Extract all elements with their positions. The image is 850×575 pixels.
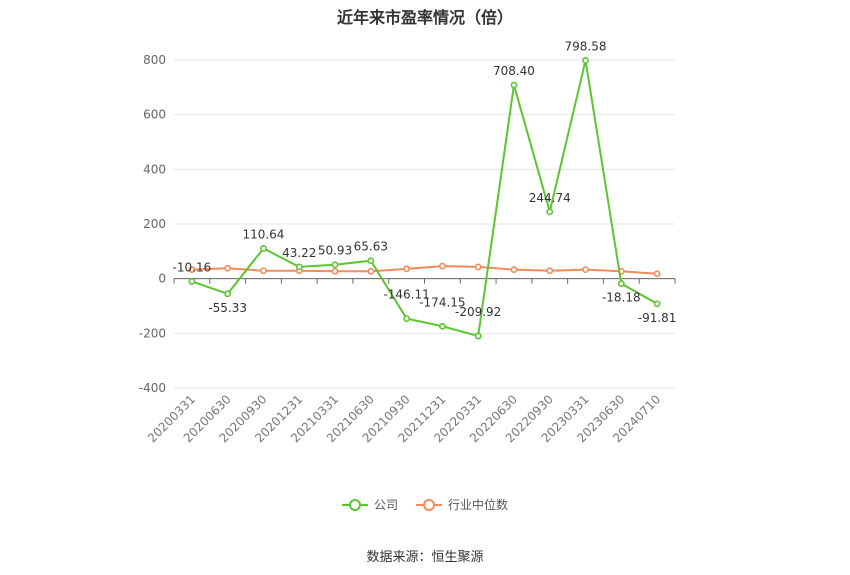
legend-item-industry-median[interactable]: 行业中位数 xyxy=(416,496,508,513)
point-company xyxy=(510,81,518,89)
point-company xyxy=(367,257,375,265)
data-label: -174.15 xyxy=(419,295,465,309)
data-label: 708.40 xyxy=(493,64,535,78)
data-label: 244.74 xyxy=(529,191,571,205)
point-industry-median xyxy=(582,266,589,274)
point-company xyxy=(546,208,554,216)
data-label: 50.93 xyxy=(318,244,352,258)
point-industry-median xyxy=(546,267,554,275)
point-company xyxy=(653,300,661,308)
series-line-company xyxy=(191,60,658,338)
data-label: -209.92 xyxy=(455,305,501,319)
point-industry-median xyxy=(367,267,375,275)
data-label: -91.81 xyxy=(638,311,677,325)
data-label: 65.63 xyxy=(354,240,388,254)
point-industry-median xyxy=(331,267,339,275)
point-company xyxy=(403,315,411,323)
point-company xyxy=(331,261,339,269)
point-industry-median xyxy=(260,267,267,275)
y-tick-label: 800 xyxy=(143,53,166,67)
legend-swatch-company xyxy=(341,498,368,512)
y-tick-label: -200 xyxy=(139,326,166,340)
chart-title: 近年来市盈率情况（倍） xyxy=(336,8,513,27)
data-label: -146.11 xyxy=(383,288,429,302)
point-industry-median xyxy=(403,265,411,273)
y-tick-label: 400 xyxy=(143,162,166,176)
legend: 公司 行业中位数 xyxy=(0,496,850,513)
point-industry-median xyxy=(510,266,518,274)
series-line-industry-median xyxy=(191,265,658,275)
point-company xyxy=(582,56,589,64)
point-company xyxy=(188,278,196,285)
data-label: 43.22 xyxy=(282,246,316,260)
y-tick-label: 200 xyxy=(143,217,166,231)
data-label: 798.58 xyxy=(565,39,607,53)
point-industry-median xyxy=(188,266,196,274)
legend-label-company: 公司 xyxy=(373,498,398,512)
legend-item-company[interactable]: 公司 xyxy=(341,496,398,513)
source-note: 数据来源：恒生聚源 xyxy=(366,550,484,565)
legend-label-industry-median: 行业中位数 xyxy=(448,498,509,512)
point-company xyxy=(295,263,303,271)
point-company xyxy=(260,245,267,252)
point-industry-median xyxy=(438,262,446,270)
data-label: -10.16 xyxy=(173,260,212,274)
point-company xyxy=(617,280,625,288)
point-industry-median xyxy=(224,264,232,272)
data-label: -18.18 xyxy=(602,291,641,305)
data-label: 110.64 xyxy=(242,227,284,241)
y-tick-label: 0 xyxy=(158,272,166,286)
point-company xyxy=(474,332,482,340)
legend-swatch-industry-median xyxy=(416,498,442,512)
y-tick-label: -400 xyxy=(139,381,166,395)
point-industry-median xyxy=(474,263,482,271)
point-company xyxy=(224,290,232,298)
point-company xyxy=(438,322,446,330)
data-label: -55.33 xyxy=(208,301,247,315)
y-tick-label: 600 xyxy=(143,108,166,122)
point-industry-median xyxy=(653,270,661,278)
